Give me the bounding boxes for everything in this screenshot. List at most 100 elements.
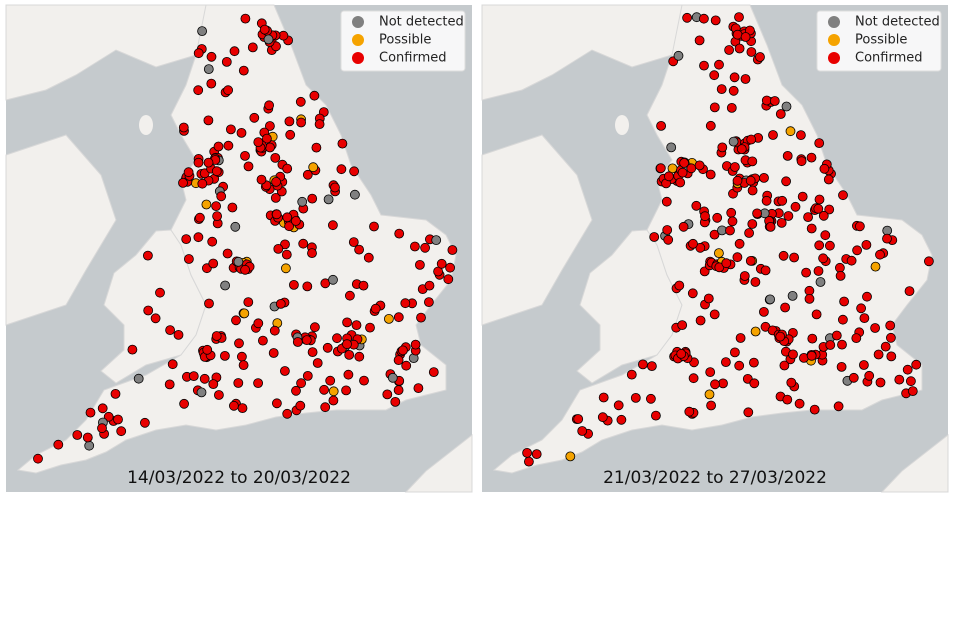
site-marker [851,333,862,344]
site-marker [882,233,892,244]
site-marker [397,345,408,356]
site-marker [856,303,867,314]
site-marker [709,309,720,320]
site-marker [390,396,401,407]
site-marker [296,378,307,389]
site-marker [223,85,234,96]
site-marker [320,402,331,413]
site-marker [202,344,213,355]
site-marker [319,384,330,395]
site-marker [179,398,190,409]
site-marker [747,185,758,196]
site-marker [383,313,394,324]
site-marker [814,194,825,205]
site-marker [824,204,835,215]
site-marker [522,447,532,458]
site-marker [790,201,801,212]
site-marker [728,85,739,96]
site-marker [782,150,793,161]
site-marker [328,395,339,406]
site-marker [729,72,740,83]
site-marker [332,333,342,344]
site-marker [783,211,794,221]
legend-box [340,10,466,72]
site-marker [811,309,822,320]
site-marker [341,385,352,396]
site-marker [735,333,746,343]
legend-label: Confirmed [855,51,923,66]
site-marker [165,325,176,336]
site-marker [699,60,709,71]
site-marker [531,449,542,460]
site-marker [447,245,458,255]
site-marker [236,128,247,138]
site-marker [732,29,743,40]
site-marker [852,245,863,256]
site-marker [183,167,194,178]
site-marker [238,65,249,76]
site-marker [905,376,916,387]
site-marker [565,451,576,462]
site-marker [420,242,431,253]
site-marker [307,248,317,259]
site-marker [400,298,411,309]
site-marker [721,258,732,269]
legend-label: Possible [379,33,431,48]
site-marker [257,335,268,346]
site-marker [240,264,251,275]
site-marker [804,285,815,296]
site-marker [796,156,807,167]
site-marker [864,370,875,381]
site-marker [178,122,189,133]
site-marker [814,138,825,149]
site-marker [243,161,254,172]
site-marker [240,13,251,24]
site-marker [813,203,824,214]
site-marker [726,207,737,218]
site-marker [740,74,751,84]
site-marker [745,255,756,266]
site-marker [424,280,435,291]
site-marker [837,339,847,350]
site-marker [188,371,199,382]
site-marker [328,274,338,285]
site-marker [256,174,267,185]
site-marker [714,59,724,70]
site-marker [687,288,698,299]
site-marker [894,374,905,385]
site-marker [173,329,184,340]
site-marker [824,240,835,251]
site-marker [85,407,96,418]
site-marker [285,129,296,140]
site-marker [314,119,325,129]
site-marker [859,313,870,324]
site-marker [237,403,248,414]
site-marker [295,96,306,107]
site-marker [212,211,223,222]
site-marker [597,412,608,423]
site-marker [709,70,720,81]
site-marker [221,57,232,67]
site-marker [694,160,705,171]
site-marker [349,189,360,200]
site-marker [663,234,674,245]
site-marker [795,130,806,141]
site-marker [150,313,161,324]
site-marker [775,331,786,342]
site-marker [247,42,258,53]
site-marker [369,221,379,232]
site-marker [743,407,754,418]
site-marker [443,274,454,285]
site-marker [436,258,447,269]
legend-label: Not detected [379,15,464,30]
site-marker [84,440,95,451]
site-marker [110,388,121,399]
site-marker [870,261,881,272]
site-marker [344,290,355,301]
site-marker [291,385,301,396]
site-marker [363,252,374,263]
site-marker [143,305,154,316]
site-marker [53,439,64,450]
site-marker [280,263,291,274]
